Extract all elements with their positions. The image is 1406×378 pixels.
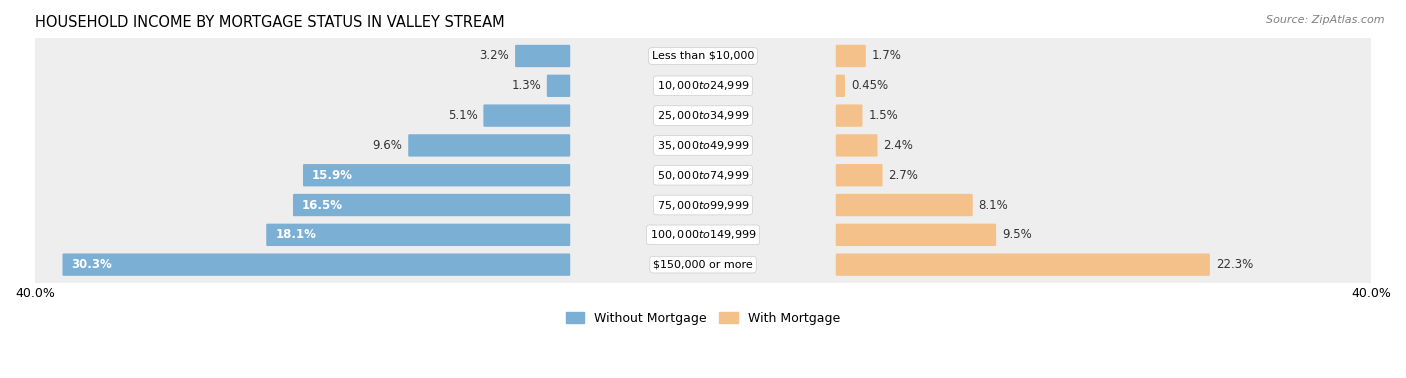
Text: $35,000 to $49,999: $35,000 to $49,999 — [657, 139, 749, 152]
Text: 9.6%: 9.6% — [373, 139, 402, 152]
FancyBboxPatch shape — [835, 224, 995, 246]
FancyBboxPatch shape — [835, 254, 1211, 276]
Text: 8.1%: 8.1% — [979, 198, 1008, 212]
Legend: Without Mortgage, With Mortgage: Without Mortgage, With Mortgage — [561, 307, 845, 330]
FancyBboxPatch shape — [835, 104, 862, 127]
Text: 15.9%: 15.9% — [312, 169, 353, 182]
FancyBboxPatch shape — [515, 45, 571, 67]
FancyBboxPatch shape — [32, 37, 1374, 75]
FancyBboxPatch shape — [835, 45, 866, 67]
Text: 1.5%: 1.5% — [869, 109, 898, 122]
Text: HOUSEHOLD INCOME BY MORTGAGE STATUS IN VALLEY STREAM: HOUSEHOLD INCOME BY MORTGAGE STATUS IN V… — [35, 15, 505, 30]
FancyBboxPatch shape — [835, 164, 883, 186]
FancyBboxPatch shape — [304, 164, 571, 186]
Text: 2.4%: 2.4% — [883, 139, 914, 152]
Text: $75,000 to $99,999: $75,000 to $99,999 — [657, 198, 749, 212]
FancyBboxPatch shape — [835, 194, 973, 216]
FancyBboxPatch shape — [547, 74, 571, 97]
FancyBboxPatch shape — [835, 74, 845, 97]
FancyBboxPatch shape — [32, 67, 1374, 105]
Text: 1.7%: 1.7% — [872, 50, 901, 62]
FancyBboxPatch shape — [835, 134, 877, 156]
FancyBboxPatch shape — [266, 224, 571, 246]
Text: 1.3%: 1.3% — [512, 79, 541, 92]
FancyBboxPatch shape — [32, 246, 1374, 284]
Text: Source: ZipAtlas.com: Source: ZipAtlas.com — [1267, 15, 1385, 25]
FancyBboxPatch shape — [292, 194, 571, 216]
Text: 2.7%: 2.7% — [889, 169, 918, 182]
FancyBboxPatch shape — [62, 254, 571, 276]
FancyBboxPatch shape — [32, 216, 1374, 254]
Text: $10,000 to $24,999: $10,000 to $24,999 — [657, 79, 749, 92]
FancyBboxPatch shape — [32, 156, 1374, 194]
Text: $50,000 to $74,999: $50,000 to $74,999 — [657, 169, 749, 182]
FancyBboxPatch shape — [484, 104, 571, 127]
Text: 16.5%: 16.5% — [302, 198, 343, 212]
Text: 9.5%: 9.5% — [1002, 228, 1032, 241]
Text: $25,000 to $34,999: $25,000 to $34,999 — [657, 109, 749, 122]
FancyBboxPatch shape — [32, 96, 1374, 135]
Text: 3.2%: 3.2% — [479, 50, 509, 62]
Text: 18.1%: 18.1% — [276, 228, 316, 241]
Text: 30.3%: 30.3% — [72, 258, 112, 271]
Text: 5.1%: 5.1% — [447, 109, 478, 122]
Text: 22.3%: 22.3% — [1216, 258, 1253, 271]
Text: $150,000 or more: $150,000 or more — [654, 260, 752, 270]
FancyBboxPatch shape — [408, 134, 571, 156]
FancyBboxPatch shape — [32, 186, 1374, 224]
Text: Less than $10,000: Less than $10,000 — [652, 51, 754, 61]
FancyBboxPatch shape — [32, 126, 1374, 164]
Text: 0.45%: 0.45% — [851, 79, 889, 92]
Text: $100,000 to $149,999: $100,000 to $149,999 — [650, 228, 756, 241]
